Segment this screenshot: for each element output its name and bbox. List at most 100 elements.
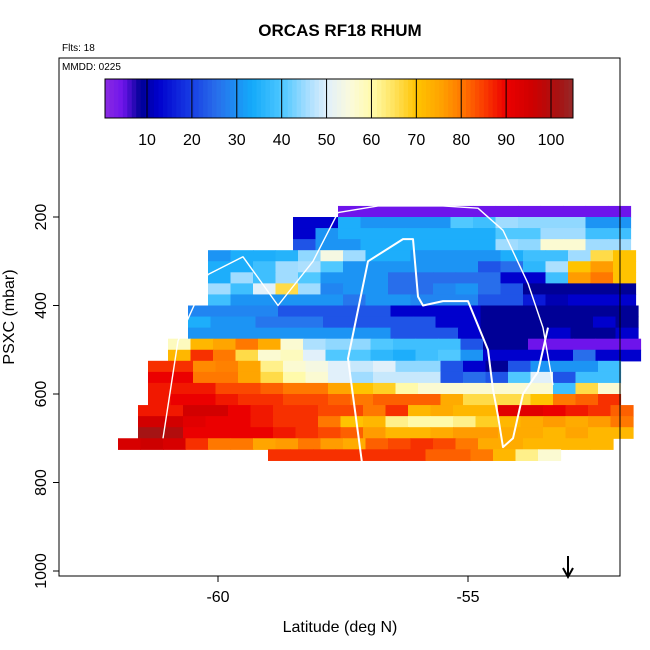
heatmap-cell <box>590 272 614 284</box>
heatmap-cell <box>138 416 162 428</box>
heatmap-cell <box>585 239 609 251</box>
heatmap-cell <box>208 294 232 307</box>
heatmap-cell <box>413 316 437 329</box>
heatmap-cell <box>170 394 194 406</box>
heatmap-cell <box>360 228 384 240</box>
colorbar-swatch <box>519 79 525 118</box>
heatmap-cell <box>433 283 457 296</box>
heatmap-cell <box>205 405 229 417</box>
colorbar-swatch <box>162 79 168 118</box>
heatmap-cell <box>428 217 452 229</box>
flight-track-arc <box>162 205 554 439</box>
heatmap-cell <box>303 338 327 351</box>
heatmap-cell <box>183 405 207 417</box>
heatmap-cell <box>293 239 317 251</box>
heatmap-cell <box>340 405 364 417</box>
heatmap-cell <box>300 305 324 318</box>
colorbar-tick-label: 50 <box>318 132 336 149</box>
heatmap-cell <box>415 338 439 351</box>
heatmap-cell <box>255 305 279 318</box>
colorbar-swatch <box>225 79 231 118</box>
heatmap-cell <box>328 371 352 384</box>
colorbar-tick-label: 80 <box>452 132 470 149</box>
heatmap-cell <box>275 438 299 450</box>
heatmap-cell <box>335 449 359 461</box>
colorbar-swatch <box>113 79 119 118</box>
colorbar-tick-label: 20 <box>183 132 201 149</box>
heatmap-cell <box>390 327 414 340</box>
heatmap-cell <box>275 283 299 296</box>
heatmap-cell <box>188 305 212 318</box>
heatmap-cell <box>295 427 319 439</box>
heatmap-cell <box>438 338 462 351</box>
heatmap-cell <box>515 449 539 461</box>
heatmap-cell <box>500 294 524 307</box>
heatmap-cell <box>338 205 362 218</box>
heatmap-cell <box>298 272 322 284</box>
heatmap-cell <box>268 449 292 461</box>
heatmap-cell <box>575 394 599 406</box>
colorbar-tick-label: 90 <box>497 132 515 149</box>
heatmap-cell <box>298 438 322 450</box>
heatmap-cell <box>373 360 397 373</box>
heatmap-cell <box>518 217 542 229</box>
heatmap-cell <box>208 438 232 450</box>
colorbar-swatch <box>399 79 405 118</box>
heatmap-cell <box>230 294 254 307</box>
heatmap-cell <box>345 327 369 340</box>
heatmap-cell <box>250 416 274 428</box>
heatmap-cell <box>303 349 327 362</box>
heatmap-cell <box>500 250 524 262</box>
heatmap-cell <box>148 394 172 406</box>
heatmap-cell <box>325 349 349 362</box>
heatmap-cell <box>455 261 479 273</box>
colorbar-swatch <box>564 79 570 118</box>
heatmap-cell <box>323 327 347 340</box>
heatmap-cell <box>320 250 344 262</box>
colorbar-swatch <box>425 79 431 118</box>
y-tick-label: 200 <box>33 204 50 231</box>
heatmap-cell <box>470 449 494 461</box>
colorbar-swatch <box>327 79 333 118</box>
colorbar-swatch <box>131 79 137 118</box>
colorbar-swatch <box>474 79 480 118</box>
heatmap-cell <box>338 217 362 229</box>
heatmap-cell <box>338 228 362 240</box>
heatmap-cell <box>238 360 262 373</box>
colorbar-swatch <box>559 79 565 118</box>
heatmap-cell <box>273 416 297 428</box>
colorbar-swatch <box>385 79 391 118</box>
heatmap-cell <box>395 371 419 384</box>
heatmap-cell <box>485 371 509 384</box>
heatmap-cell <box>340 427 364 439</box>
colorbar-swatch <box>314 79 320 118</box>
colorbar-swatch <box>149 79 155 118</box>
heatmap-cell <box>478 272 502 284</box>
heatmap-cell <box>230 261 254 273</box>
colorbar-swatch <box>318 79 324 118</box>
heatmap-cell <box>568 283 592 296</box>
heatmap-cell <box>148 371 172 384</box>
heatmap-cell <box>283 360 307 373</box>
heatmap-cell <box>573 338 597 351</box>
colorbar-swatch <box>287 79 293 118</box>
heatmap-cell <box>418 394 442 406</box>
heatmap-cell <box>208 272 232 284</box>
date-note: MMDD: 0225 <box>62 62 121 73</box>
heatmap-cell <box>538 449 562 461</box>
colorbar-swatch <box>211 79 217 118</box>
colorbar-swatch <box>390 79 396 118</box>
heatmap-cell <box>543 427 567 439</box>
heatmap-cell <box>548 316 572 329</box>
heatmap-cell <box>405 217 429 229</box>
heatmap-cell <box>298 283 322 296</box>
heatmap-cell <box>383 217 407 229</box>
heatmap-cell <box>168 349 192 362</box>
heatmap-cell <box>363 416 387 428</box>
colorbar-swatch <box>185 79 191 118</box>
heatmap-cell <box>433 261 457 273</box>
colorbar-swatch <box>238 79 244 118</box>
colorbar-swatch <box>555 79 561 118</box>
heatmap-cell <box>313 449 337 461</box>
heatmap-cell <box>250 427 274 439</box>
